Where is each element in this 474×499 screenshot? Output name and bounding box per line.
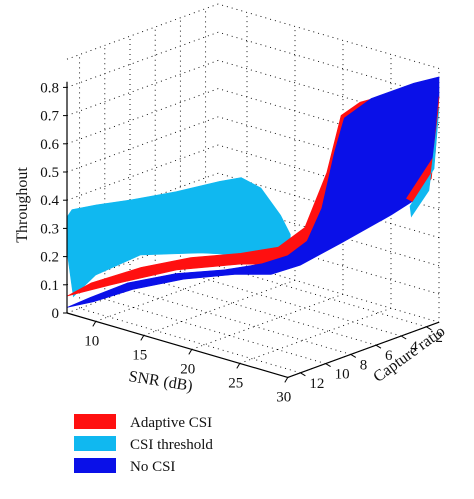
grid-line-y-5 bbox=[79, 54, 301, 374]
z-axis-title: Throughout bbox=[14, 167, 31, 243]
x-tick-label-0: 10 bbox=[84, 333, 99, 349]
axes bbox=[63, 81, 440, 383]
legend-swatch-1 bbox=[74, 436, 116, 451]
x-tick-3 bbox=[236, 363, 241, 369]
legend-label-0: Adaptive CSI bbox=[130, 415, 212, 431]
z-tick-label-2: 0.2 bbox=[40, 250, 59, 266]
surfaces bbox=[66, 76, 440, 308]
x-tick-label-3: 25 bbox=[228, 375, 243, 391]
grid-line-y-4 bbox=[104, 45, 326, 365]
grid-line-z-7 bbox=[66, 59, 440, 126]
x-tick-1 bbox=[140, 335, 145, 341]
x-axis-line bbox=[66, 312, 288, 378]
x-tick-label-4: 30 bbox=[276, 389, 291, 405]
grid-line-y-1 bbox=[179, 17, 402, 337]
y-tick-1 bbox=[400, 335, 407, 340]
y-tick-label-3: 8 bbox=[360, 357, 368, 373]
grid-line-x-1 bbox=[143, 26, 296, 336]
legend-label-1: CSI threshold bbox=[130, 437, 213, 453]
z-tick-label-6: 0.6 bbox=[40, 137, 59, 153]
x-tick-0 bbox=[92, 321, 97, 327]
y-tick-label-0: 2 bbox=[435, 330, 443, 346]
legend-swatch-0 bbox=[74, 414, 116, 429]
x-tick-2 bbox=[188, 349, 193, 355]
grid-box-top bbox=[66, 3, 440, 69]
y-tick-2 bbox=[375, 344, 382, 349]
z-tick-label-4: 0.4 bbox=[40, 193, 59, 209]
y-tick-label-1: 4 bbox=[410, 339, 418, 355]
grid-line-z-3 bbox=[66, 172, 440, 239]
x-tick-label-1: 15 bbox=[132, 347, 147, 363]
surface-no-csi bbox=[66, 76, 440, 308]
grid-line-z-6 bbox=[66, 88, 440, 154]
y-tick-label-2: 6 bbox=[385, 348, 393, 364]
y-tick-0 bbox=[426, 326, 432, 331]
grid-line-z-8 bbox=[66, 31, 440, 98]
z-tick-label-3: 0.3 bbox=[40, 221, 59, 237]
y-tick-label-4: 10 bbox=[335, 367, 350, 383]
z-tick-label-0: 0 bbox=[52, 306, 60, 322]
x-tick-4 bbox=[284, 377, 289, 383]
y-tick-3 bbox=[350, 353, 357, 358]
grid-line-z-4 bbox=[66, 144, 440, 210]
legend-swatch-2 bbox=[74, 458, 116, 473]
y-tick-5 bbox=[300, 372, 306, 377]
y-tick-4 bbox=[325, 363, 331, 368]
y-axis-title: Capture ratio bbox=[370, 323, 448, 386]
z-tick-label-7: 0.7 bbox=[40, 109, 59, 125]
surface-csi-threshold-rim bbox=[409, 107, 440, 218]
legend: Adaptive CSI CSI threshold No CSI bbox=[74, 414, 213, 475]
y-axis-line bbox=[287, 321, 440, 378]
z-tick-label-8: 0.8 bbox=[40, 80, 59, 96]
z-tick-label-1: 0.1 bbox=[40, 278, 59, 294]
grid-line-z-5 bbox=[66, 116, 440, 182]
surface-csi-threshold bbox=[66, 177, 291, 298]
x-tick-label-2: 20 bbox=[180, 361, 195, 377]
z-tick-label-5: 0.5 bbox=[40, 165, 59, 181]
y-tick-label-5: 12 bbox=[309, 376, 324, 392]
legend-label-2: No CSI bbox=[130, 459, 175, 475]
